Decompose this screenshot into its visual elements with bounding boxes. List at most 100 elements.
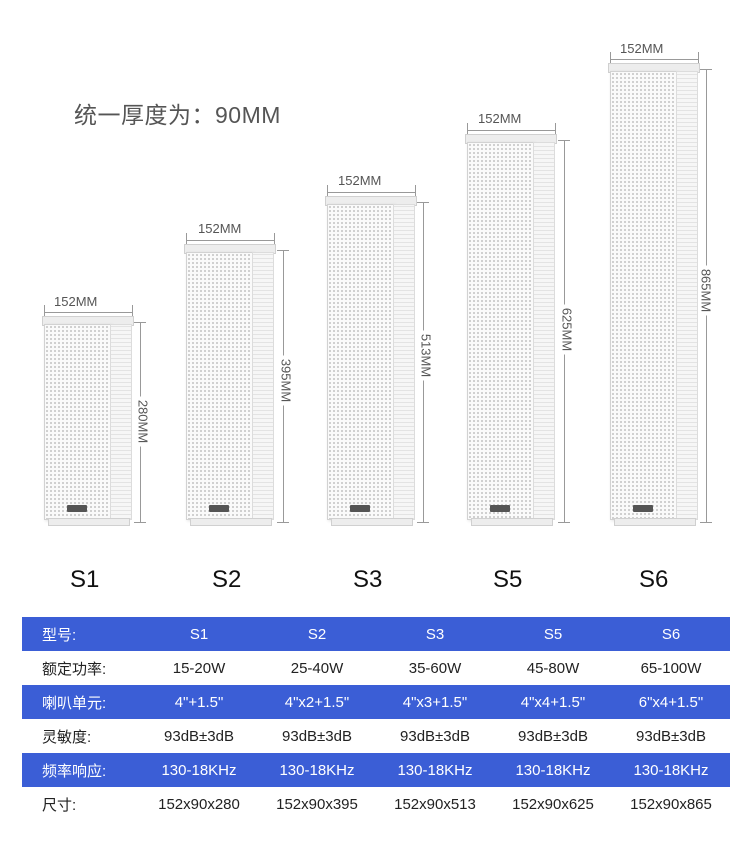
brand-logo-badge: [633, 505, 653, 512]
width-dimension-line: [44, 312, 132, 313]
cell-value: 93dB±3dB: [376, 719, 494, 753]
cell-value: S3: [376, 617, 494, 651]
spec-row-dimensions: 尺寸: 152x90x280 152x90x395 152x90x513 152…: [22, 787, 730, 821]
height-label: 395MM: [278, 355, 294, 406]
row-label: 频率响应:: [22, 753, 140, 787]
cell-value: 6"x4+1.5": [612, 685, 730, 719]
dimension-tick: [700, 69, 712, 70]
brand-logo-badge: [490, 505, 510, 512]
row-label: 尺寸:: [22, 787, 140, 821]
spec-table: 型号: S1 S2 S3 S5 S6 额定功率: 15-20W 25-40W 3…: [22, 617, 730, 821]
speaker-bottom-cap: [48, 518, 130, 526]
cell-value: S2: [258, 617, 376, 651]
speaker-grille: [610, 71, 678, 520]
dimension-tick: [186, 233, 187, 247]
spec-row-sensitivity: 灵敏度: 93dB±3dB 93dB±3dB 93dB±3dB 93dB±3dB…: [22, 719, 730, 753]
cell-value: 4"x3+1.5": [376, 685, 494, 719]
speaker-grille: [467, 142, 535, 520]
cell-value: 93dB±3dB: [140, 719, 258, 753]
height-label: 280MM: [135, 396, 151, 447]
cell-value: 45-80W: [494, 651, 612, 685]
dimension-tick: [415, 185, 416, 199]
width-label: 152MM: [338, 173, 382, 188]
brand-logo-badge: [67, 505, 87, 512]
width-dimension-line: [467, 130, 555, 131]
speaker-grille: [44, 324, 112, 520]
cell-value: 15-20W: [140, 651, 258, 685]
model-label: S3: [353, 566, 383, 593]
width-label: 152MM: [54, 294, 98, 309]
spec-row-frequency-response: 频率响应: 130-18KHz 130-18KHz 130-18KHz 130-…: [22, 753, 730, 787]
brand-logo-badge: [209, 505, 229, 512]
dimension-tick: [134, 322, 146, 323]
cell-value: 4"+1.5": [140, 685, 258, 719]
dimension-tick: [132, 305, 133, 319]
height-label: 625MM: [559, 304, 575, 355]
cell-value: 4"x4+1.5": [494, 685, 612, 719]
dimension-tick: [558, 522, 570, 523]
width-label: 152MM: [478, 111, 522, 126]
speaker-bottom-cap: [614, 518, 696, 526]
model-label: S6: [639, 566, 669, 593]
row-label: 灵敏度:: [22, 719, 140, 753]
cell-value: S1: [140, 617, 258, 651]
row-label: 额定功率:: [22, 651, 140, 685]
dimension-tick: [327, 185, 328, 199]
cell-value: 4"x2+1.5": [258, 685, 376, 719]
speaker-side-panel: [393, 204, 415, 520]
cell-value: 130-18KHz: [494, 753, 612, 787]
cell-value: 65-100W: [612, 651, 730, 685]
width-dimension-line: [327, 192, 415, 193]
spec-row-driver-units: 喇叭单元: 4"+1.5" 4"x2+1.5" 4"x3+1.5" 4"x4+1…: [22, 685, 730, 719]
cell-value: 152x90x513: [376, 787, 494, 821]
dimension-tick: [417, 522, 429, 523]
row-label: 喇叭单元:: [22, 685, 140, 719]
dimension-tick: [558, 140, 570, 141]
dimension-tick: [277, 250, 289, 251]
cell-value: 93dB±3dB: [494, 719, 612, 753]
dimension-tick: [555, 123, 556, 137]
width-dimension-line: [610, 59, 698, 60]
cell-value: 152x90x865: [612, 787, 730, 821]
cell-value: S5: [494, 617, 612, 651]
dimension-tick: [698, 52, 699, 66]
dimension-tick: [417, 202, 429, 203]
cell-value: 130-18KHz: [376, 753, 494, 787]
cell-value: 93dB±3dB: [258, 719, 376, 753]
cell-value: S6: [612, 617, 730, 651]
cell-value: 152x90x625: [494, 787, 612, 821]
speaker-bottom-cap: [331, 518, 413, 526]
model-label: S5: [493, 566, 523, 593]
brand-logo-badge: [350, 505, 370, 512]
cell-value: 152x90x395: [258, 787, 376, 821]
width-dimension-line: [186, 240, 274, 241]
speaker-side-panel: [252, 252, 274, 520]
dimension-tick: [44, 305, 45, 319]
cell-value: 93dB±3dB: [612, 719, 730, 753]
speaker-side-panel: [110, 324, 132, 520]
cell-value: 25-40W: [258, 651, 376, 685]
dimension-tick: [467, 123, 468, 137]
spec-row-model: 型号: S1 S2 S3 S5 S6: [22, 617, 730, 651]
speaker-bottom-cap: [471, 518, 553, 526]
thickness-note: 统一厚度为：90MM: [74, 102, 281, 128]
spec-row-power: 额定功率: 15-20W 25-40W 35-60W 45-80W 65-100…: [22, 651, 730, 685]
speaker-bottom-cap: [190, 518, 272, 526]
cell-value: 130-18KHz: [140, 753, 258, 787]
cell-value: 35-60W: [376, 651, 494, 685]
width-label: 152MM: [620, 41, 664, 56]
speaker-side-panel: [533, 142, 555, 520]
cell-value: 130-18KHz: [612, 753, 730, 787]
row-label: 型号:: [22, 617, 140, 651]
cell-value: 152x90x280: [140, 787, 258, 821]
height-label: 513MM: [418, 330, 434, 381]
dimension-tick: [134, 522, 146, 523]
width-label: 152MM: [198, 221, 242, 236]
dimension-tick: [274, 233, 275, 247]
model-label: S2: [212, 566, 242, 593]
height-label: 865MM: [698, 265, 714, 316]
speaker-grille: [327, 204, 395, 520]
dimension-tick: [700, 522, 712, 523]
speaker-side-panel: [676, 71, 698, 520]
cell-value: 130-18KHz: [258, 753, 376, 787]
